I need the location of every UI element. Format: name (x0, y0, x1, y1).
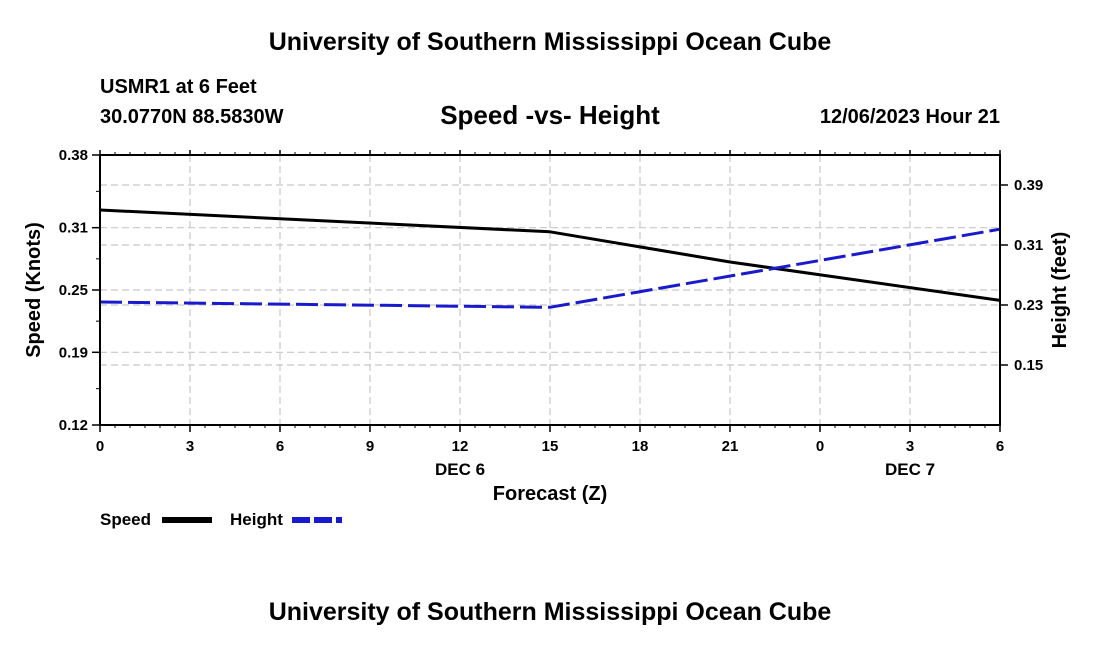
x-tick-label: 21 (722, 438, 739, 455)
x-axis-title: Forecast (Z) (493, 483, 607, 505)
series-layer (99, 208, 1001, 309)
y-right-tick-label: 0.31 (1014, 237, 1043, 254)
y-right-tick-label: 0.15 (1014, 357, 1043, 374)
y-right-tick-label: 0.39 (1014, 177, 1043, 194)
axis-ticks: 0 3 6 9 12 15 18 21 0 3 6 DEC 6 DEC 7 0.12 0.19 0.25 0.3… (59, 147, 1043, 479)
y-left-tick-label: 0.38 (59, 147, 88, 164)
x-tick-label: 15 (542, 438, 559, 455)
forecast-datetime: 12/06/2023 Hour 21 (819, 106, 1000, 128)
x-tick-label: 3 (186, 438, 194, 455)
y-left-tick-label: 0.19 (59, 344, 88, 361)
y-axis-right-title: Height (feet) (1049, 232, 1071, 349)
y-left-tick-label: 0.12 (59, 417, 88, 434)
x-tick-label: 3 (906, 438, 914, 455)
chart-title: Speed -vs- Height (440, 100, 660, 130)
series-line-height (99, 227, 1001, 309)
x-tick-label: 12 (452, 438, 469, 455)
series-line-speed (99, 208, 1001, 302)
x-tick-label: 6 (276, 438, 284, 455)
station-label: USMR1 at 6 Feet (100, 76, 257, 98)
y-left-tick-label: 0.25 (59, 282, 88, 299)
x-tick-label: 0 (96, 438, 104, 455)
x-tick-label: 6 (996, 438, 1004, 455)
station-coordinates: 30.0770N 88.5830W (100, 106, 284, 128)
y-left-tick-label: 0.31 (59, 220, 88, 237)
y-axis-left-title: Speed (Knots) (23, 222, 45, 358)
date-label: DEC 6 (435, 460, 485, 479)
footer-title: University of Southern Mississippi Ocean… (268, 598, 832, 626)
grid (100, 155, 1000, 425)
x-tick-label: 9 (366, 438, 374, 455)
legend-label-height: Height (230, 510, 283, 529)
x-tick-label: 18 (632, 438, 649, 455)
y-right-tick-label: 0.23 (1014, 297, 1043, 314)
legend: Speed Height (100, 510, 342, 529)
legend-label-speed: Speed (100, 510, 151, 529)
page-title: University of Southern Mississippi Ocean… (268, 28, 832, 56)
date-label: DEC 7 (885, 460, 935, 479)
x-tick-label: 0 (816, 438, 824, 455)
